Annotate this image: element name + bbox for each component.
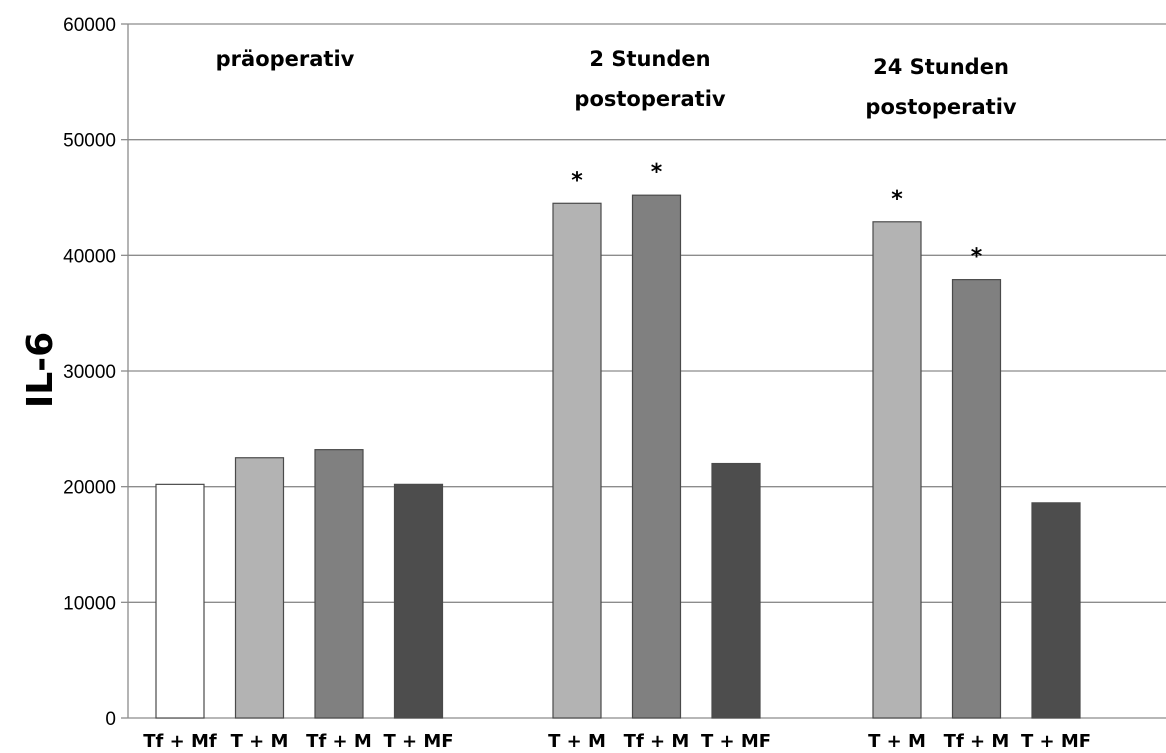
x-category-label: T + M (868, 731, 926, 752)
x-category-label: Tf + M (624, 731, 690, 752)
x-category-label: T + MF (383, 731, 453, 752)
significance-asterisk: * (971, 245, 983, 270)
group-title: postoperativ (574, 87, 725, 111)
bar (1031, 502, 1081, 719)
x-category-label: Tf + M (306, 731, 372, 752)
y-tick-label: 10000 (63, 593, 116, 614)
y-tick-label: 60000 (63, 15, 116, 36)
bar (393, 483, 444, 719)
significance-asterisk: * (651, 160, 663, 185)
bar (711, 462, 761, 719)
bar (872, 221, 922, 719)
y-tick-label: 20000 (63, 478, 116, 499)
group-title: präoperativ (216, 47, 355, 71)
bar (552, 202, 602, 719)
group-title: postoperativ (865, 95, 1016, 119)
y-tick-label: 40000 (63, 246, 116, 267)
bar (314, 449, 364, 719)
y-tick-label: 30000 (63, 362, 116, 383)
y-axis-label: IL-6 (20, 332, 61, 408)
bar (951, 279, 1002, 719)
x-category-label: Tf + Mf (143, 731, 217, 752)
y-tick-label: 0 (105, 709, 116, 730)
significance-asterisk: * (891, 187, 903, 212)
x-category-label: T + M (548, 731, 606, 752)
y-tick-label: 50000 (63, 131, 116, 152)
significance-asterisk: * (571, 168, 583, 193)
x-category-label: Tf + M (944, 731, 1010, 752)
bar (631, 194, 682, 719)
group-title: 2 Stunden (589, 47, 710, 71)
bars (155, 194, 1081, 719)
labels: 0 10000 20000 30000 40000 50000 60000 präoperat… (63, 15, 1091, 752)
bar (155, 483, 205, 719)
group-title: 24 Stunden (873, 55, 1009, 79)
bar (234, 457, 285, 719)
x-category-label: T + MF (1021, 731, 1091, 752)
x-category-label: T + M (231, 731, 289, 752)
x-category-label: T + MF (701, 731, 771, 752)
